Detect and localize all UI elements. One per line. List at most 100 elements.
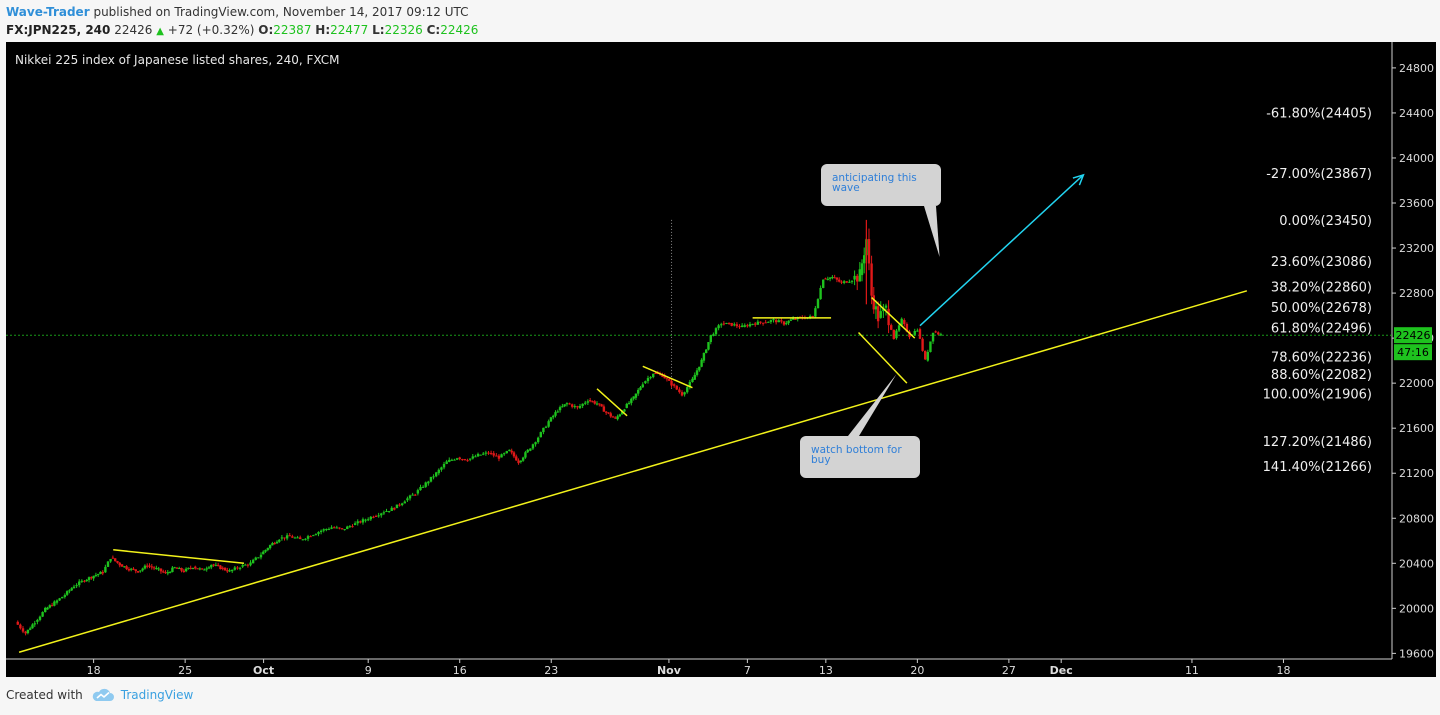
candle-body <box>152 567 156 569</box>
candle-body <box>931 332 935 342</box>
price-change: +72 (+0.32%) <box>167 23 255 37</box>
candle-body <box>751 323 754 325</box>
candle-body <box>502 453 506 455</box>
candle-body <box>221 567 224 569</box>
y-tick-label: 20000 <box>1399 602 1434 615</box>
tradingview-cloud-icon[interactable] <box>91 688 115 702</box>
candle-body <box>630 398 633 403</box>
candle-body <box>332 527 336 529</box>
candle-body <box>627 402 631 404</box>
candle-body <box>672 384 676 386</box>
candle-body <box>78 581 81 586</box>
candle-body <box>845 281 848 283</box>
candle-body <box>259 554 263 558</box>
candle-body <box>772 319 775 321</box>
candle-body <box>584 402 587 404</box>
candle-body <box>129 568 133 570</box>
candle-body <box>476 453 480 457</box>
candle-body <box>539 432 542 438</box>
fib-level-label: 88.60%(22082) <box>1271 368 1372 383</box>
candle-body <box>816 299 820 309</box>
candle-body <box>390 507 393 511</box>
candle-body <box>616 416 619 420</box>
fib-level-label: 23.60%(23086) <box>1271 255 1372 270</box>
candle-body <box>754 323 757 325</box>
candle-body <box>296 537 299 539</box>
candle-body <box>228 570 231 572</box>
y-tick-label: 20800 <box>1399 512 1434 525</box>
author-link[interactable]: Wave-Trader <box>6 5 90 19</box>
candle-body <box>322 529 325 531</box>
close-value: 22426 <box>440 23 479 37</box>
candle-body <box>187 567 190 569</box>
candle-body <box>693 374 696 380</box>
candle-body <box>814 308 817 317</box>
candle-body <box>374 516 378 518</box>
candle-body <box>463 459 467 461</box>
candle-body <box>127 569 131 571</box>
callout-pointer <box>924 206 940 258</box>
candle-body <box>588 400 592 402</box>
price-chart[interactable]: 1960020000204002080021200216002200022400… <box>6 42 1436 677</box>
candle-body <box>178 568 181 570</box>
candle-body <box>542 427 545 433</box>
candle-body <box>314 534 318 536</box>
candle-body <box>780 320 783 322</box>
projection-arrow-head <box>1072 173 1085 186</box>
candle-body <box>38 616 42 620</box>
candle-body <box>400 503 404 506</box>
candle-body <box>644 381 647 384</box>
candle-body <box>280 537 284 539</box>
candle-body <box>466 460 469 462</box>
candle-body <box>419 486 422 491</box>
candle-body <box>748 324 752 327</box>
candle-body <box>385 510 388 512</box>
candle-body <box>764 322 767 324</box>
candle-body <box>53 601 56 606</box>
candle-body <box>517 460 520 464</box>
candle-body <box>348 526 352 528</box>
candle-body <box>675 385 678 390</box>
candle-body <box>19 624 22 629</box>
candle-body <box>856 275 859 282</box>
candle-body <box>343 529 346 531</box>
trend-line <box>857 331 908 384</box>
candle-body <box>636 389 640 394</box>
trend-line <box>596 388 628 417</box>
countdown-badge <box>1394 344 1432 361</box>
candle-body <box>72 586 76 589</box>
candle-body <box>146 565 149 567</box>
candle-body <box>918 329 922 339</box>
candle-body <box>424 482 427 487</box>
candle-body <box>298 537 302 540</box>
candle-body <box>691 378 694 383</box>
candle-body <box>361 519 365 523</box>
candle-body <box>264 549 267 552</box>
candle-body <box>75 585 78 587</box>
candle-body <box>791 318 795 320</box>
candle-body <box>455 458 459 460</box>
candle-body <box>700 359 703 367</box>
candle-body <box>445 461 448 464</box>
fib-level-label: 50.00%(22678) <box>1271 301 1372 316</box>
candle-body <box>31 624 34 629</box>
candle-body <box>529 448 532 451</box>
candle-body <box>101 571 104 574</box>
fib-level-label: 100.00%(21906) <box>1263 388 1372 403</box>
candle-body <box>150 566 153 568</box>
candle-body <box>233 567 237 570</box>
x-tick-label: 9 <box>365 664 372 677</box>
candle-body <box>860 263 864 276</box>
candle-body <box>113 558 117 562</box>
candle-body <box>471 456 474 459</box>
candle-body <box>591 401 594 403</box>
candle-body <box>929 341 932 352</box>
candle-body <box>80 580 84 582</box>
tradingview-brand[interactable]: TradingView <box>120 688 194 702</box>
candle-body <box>210 564 213 568</box>
candle-body <box>85 579 88 581</box>
chart-panel[interactable]: 1960020000204002080021200216002200022400… <box>6 42 1436 677</box>
y-tick-label: 24400 <box>1399 107 1434 120</box>
x-tick-label: 13 <box>819 664 833 677</box>
